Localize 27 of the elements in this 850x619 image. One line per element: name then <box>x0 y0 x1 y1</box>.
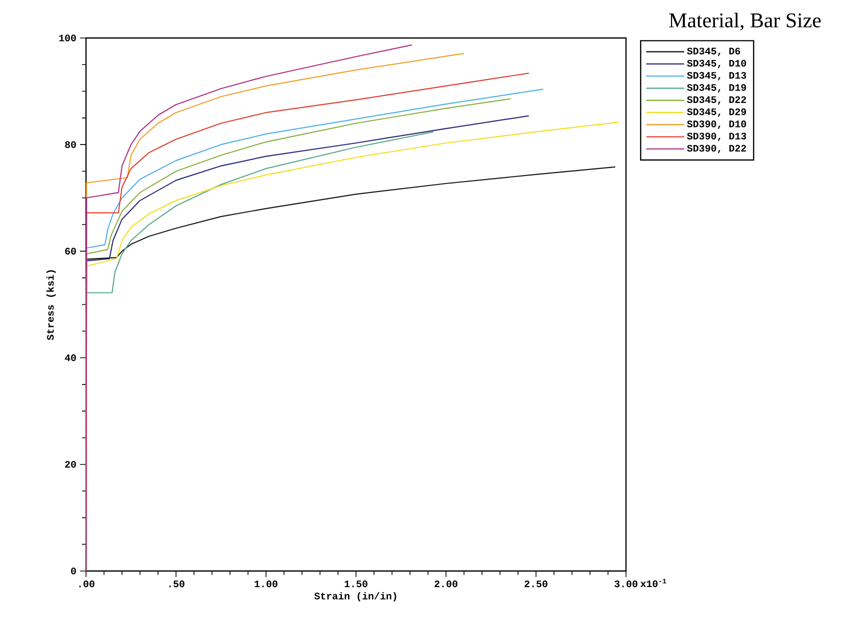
legend-label: SD345, D6 <box>687 48 740 56</box>
x-axis-title: Strain (in/in) <box>314 592 396 602</box>
legend-label: SD345, D10 <box>687 60 746 68</box>
y-tick-label: 0 <box>71 568 76 574</box>
legend-label: SD345, D29 <box>687 108 746 117</box>
line-series <box>85 44 412 572</box>
legend-label: SD390, D13 <box>687 132 746 142</box>
y-tick-label: 40 <box>64 354 76 362</box>
legend-label: SD345, D22 <box>687 96 746 105</box>
y-tick-label: 60 <box>65 248 76 255</box>
x-tick-label: 1.00 <box>254 580 278 588</box>
y-tick-label: 100 <box>59 34 76 42</box>
x-tick-label: 1.50 <box>344 580 368 588</box>
y-tick-label: 80 <box>65 141 76 148</box>
x-tick-label: 2.50 <box>524 580 548 588</box>
x-tick-label: .50 <box>169 580 184 588</box>
legend-title: Material, Bar Size <box>669 12 821 30</box>
x-tick-label: 2.00 <box>434 580 458 588</box>
legend-label: SD390, D22 <box>687 144 746 154</box>
y-tick-label: 20 <box>65 460 76 468</box>
x-tick-label: .00 <box>79 580 94 588</box>
legend-label: SD345, D19 <box>687 84 746 93</box>
text: x10$^{-1}$ <box>640 578 666 588</box>
legend-label: SD345, D13 <box>687 72 746 80</box>
y-axis-title: Stress (ksi) <box>46 270 56 340</box>
legend-label: SD390, D10 <box>687 120 746 129</box>
x-tick-label: 3.00 <box>614 580 638 588</box>
